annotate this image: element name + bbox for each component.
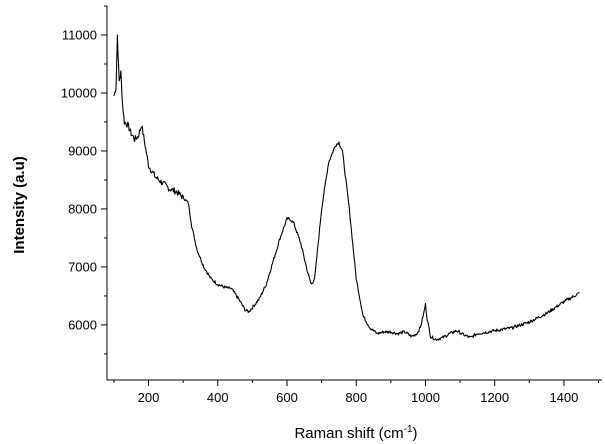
x-axis-title-superscript: -1 (404, 424, 413, 435)
y-axis-tick-labels: 6000 7000 8000 9000 10000 11000 (61, 27, 97, 332)
y-tick-label-6000: 6000 (68, 317, 97, 332)
x-tick-label-600: 600 (276, 390, 298, 405)
y-tick-label-11000: 11000 (62, 27, 97, 42)
x-tick-label-1200: 1200 (480, 390, 509, 405)
spectrum-series-line (113, 34, 580, 342)
y-tick-label-9000: 9000 (68, 143, 97, 158)
y-axis-ticks (101, 5, 107, 355)
x-tick-label-800: 800 (345, 390, 367, 405)
y-tick-label-8000: 8000 (68, 201, 97, 216)
x-axis-tick-labels: 200 400 600 800 1000 1200 1400 (138, 390, 579, 405)
x-axis-ticks (113, 380, 600, 386)
x-tick-label-200: 200 (138, 390, 160, 405)
y-tick-label-7000: 7000 (68, 259, 97, 274)
x-axis-title-suffix: ) (413, 425, 418, 442)
y-axis-title: Intensity (a.u) (11, 156, 28, 254)
x-tick-label-1000: 1000 (411, 390, 440, 405)
x-tick-label-400: 400 (207, 390, 229, 405)
x-axis-title-main: Raman shift (cm (294, 425, 403, 442)
y-tick-label-10000: 10000 (61, 85, 97, 100)
x-axis-title: Raman shift (cm-1) (294, 424, 417, 442)
x-tick-label-1400: 1400 (549, 390, 578, 405)
